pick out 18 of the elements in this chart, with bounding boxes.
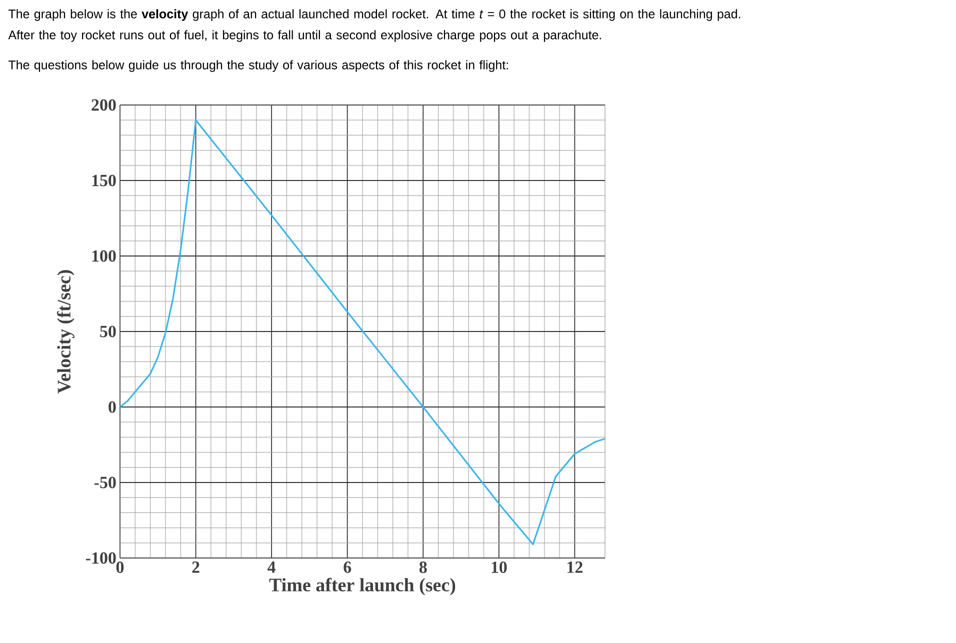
chart-title: The graph below is the velocity graph of an actual launched model rocket. At time t = 0 the rocket is sitting on the launching pad. After the toy rocket runs out of fuel, it begins to fall until a second explosive charge pops out a parachute. <box>8 9 740 42</box>
y-tick-label: -50 <box>94 476 116 488</box>
y-tick-label: 0 <box>108 401 116 413</box>
y-tick-label: 150 <box>92 174 116 186</box>
x-tick-label: 0 <box>116 562 124 574</box>
chart-subtitle: The questions below guide us through the study of various aspects of this rocket in flight: <box>8 60 508 72</box>
y-tick-label: 50 <box>100 326 116 338</box>
x-tick-label: 2 <box>192 562 200 573</box>
x-axis-title: Time after launch (sec) <box>269 578 456 596</box>
x-tick-label: 6 <box>344 562 352 573</box>
y-tick-label: -100 <box>86 552 116 564</box>
x-tick-label: 12 <box>568 562 582 573</box>
y-tick-label: 200 <box>92 99 116 111</box>
y-axis-title: Velocity (ft/sec) <box>56 270 74 394</box>
x-tick-label: 8 <box>419 562 427 574</box>
x-tick-label: 4 <box>268 562 276 573</box>
y-tick-label: 100 <box>92 250 116 262</box>
x-tick-label: 10 <box>492 562 507 574</box>
